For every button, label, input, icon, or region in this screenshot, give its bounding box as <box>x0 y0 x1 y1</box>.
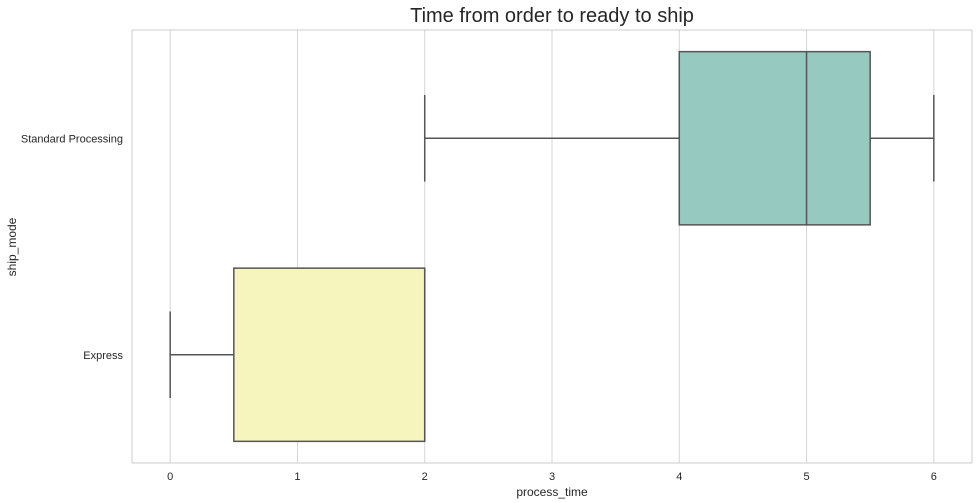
y-category-label: Express <box>83 350 123 362</box>
x-axis-label: process_time <box>516 485 588 499</box>
x-tick-label: 0 <box>167 471 173 483</box>
box-series <box>169 50 935 443</box>
iqr-box <box>233 267 426 443</box>
box-group <box>169 267 426 443</box>
x-tick-label: 4 <box>676 471 682 483</box>
x-tick-labels: 0 1 2 3 4 5 6 <box>167 471 937 483</box>
chart-title: Time from order to ready to ship <box>410 5 694 27</box>
plot-frame <box>131 29 973 464</box>
y-category-label: Standard Processing <box>21 133 123 145</box>
y-category-labels: Standard Processing Express <box>21 133 124 362</box>
iqr-box <box>678 50 871 226</box>
y-axis-label: ship_mode <box>5 217 19 276</box>
x-tick-label: 2 <box>422 471 428 483</box>
x-tick-label: 3 <box>549 471 555 483</box>
box-group <box>423 50 935 226</box>
x-tick-label: 6 <box>931 471 937 483</box>
x-tick-label: 5 <box>803 471 809 483</box>
x-tick-label: 1 <box>294 471 300 483</box>
